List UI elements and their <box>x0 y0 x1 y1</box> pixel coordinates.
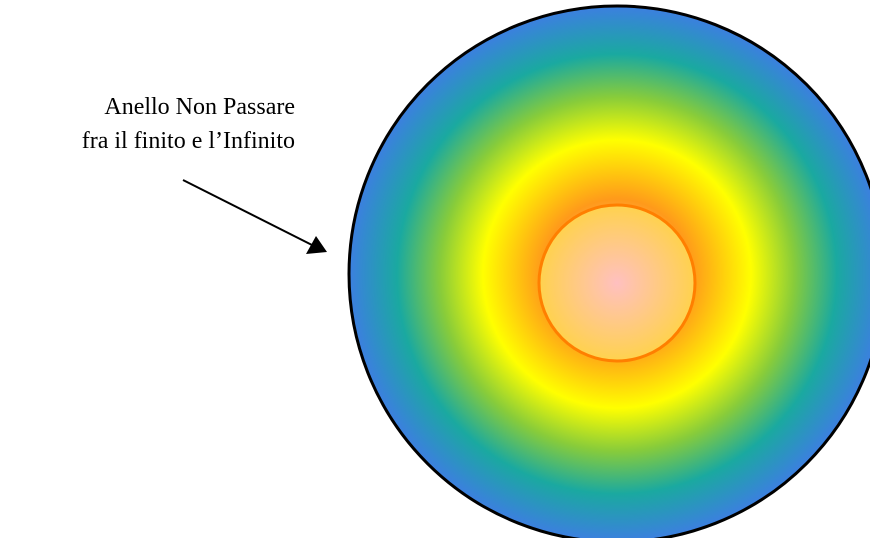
annotation-line-1: Anello Non Passare <box>104 94 295 120</box>
annotation-line-2: fra il finito e l’Infinito <box>81 128 295 154</box>
annotation-label: Anello Non Passare fra il finito e l’Inf… <box>0 90 295 158</box>
pointer-arrow <box>182 179 327 254</box>
arrow-head-icon <box>306 236 327 254</box>
inner-circle <box>537 203 697 363</box>
